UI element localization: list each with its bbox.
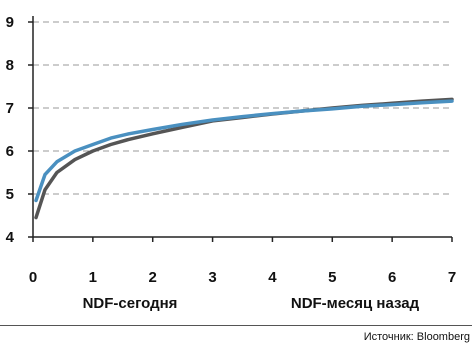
series-line-today (34, 99, 454, 203)
y-tick-label-5: 5 (6, 186, 14, 203)
y-tick-label-4: 4 (6, 229, 15, 246)
axes (28, 16, 453, 242)
line-chart: 4 5 6 7 8 9 0 1 2 3 4 5 6 7 NDF-сегодня NDF-месяц на… (6, 14, 457, 312)
x-tick-label-1: 1 (89, 269, 97, 286)
footer-divider (0, 325, 472, 326)
x-tick-label-0: 0 (29, 269, 37, 286)
y-tick-label-9: 9 (6, 14, 14, 31)
x-tick-label-5: 5 (328, 269, 336, 286)
y-tick-label-8: 8 (6, 57, 14, 74)
x-tick-label-7: 7 (448, 269, 456, 286)
x-tick-label-4: 4 (268, 269, 277, 286)
legend-label-month-ago: NDF-месяц назад (291, 295, 420, 312)
y-tick-labels: 4 5 6 7 8 9 (6, 14, 15, 246)
y-tick-label-6: 6 (6, 143, 14, 160)
series-lines (34, 97, 454, 220)
source-note: Источник: Bloomberg (363, 331, 470, 343)
x-tick-label-3: 3 (208, 269, 216, 286)
y-tick-label-7: 7 (6, 100, 14, 117)
legend-label-today: NDF-сегодня (83, 295, 178, 312)
x-tick-label-6: 6 (388, 269, 396, 286)
x-tick-labels: 0 1 2 3 4 5 6 7 (29, 269, 456, 286)
grid-lines (33, 21, 452, 195)
x-tick-label-2: 2 (149, 269, 157, 286)
